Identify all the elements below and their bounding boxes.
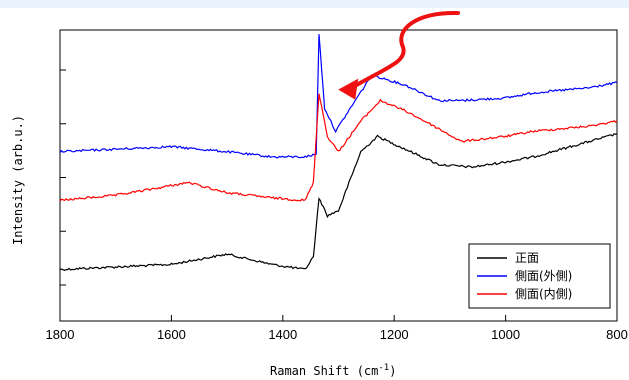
y-axis-ticks (60, 69, 66, 286)
x-tick-label: 1000 (491, 327, 520, 342)
y-axis-label: Intensity (arb.u.) (11, 115, 25, 245)
series-line-1 (59, 34, 618, 159)
series-layer (59, 34, 618, 272)
x-axis-label-sup: -1 (378, 363, 389, 373)
legend-label: 正面 (515, 251, 539, 265)
x-axis-label-main: Raman Shift (cm (270, 364, 378, 378)
x-axis-label-close: ) (389, 364, 396, 378)
legend-label: 側面(内側) (515, 287, 572, 301)
x-tick-label: 1600 (157, 327, 186, 342)
x-tick-label: 1200 (380, 327, 409, 342)
x-tick-label: 1400 (268, 327, 297, 342)
series-line-0 (59, 133, 618, 272)
plot-frame (59, 29, 618, 322)
x-tick-label: 800 (606, 327, 628, 342)
series-line-2 (59, 93, 618, 202)
annotation-arrow-shaft (348, 10, 460, 91)
x-axis-label: Raman Shift (cm-1) (270, 363, 396, 378)
top-band (0, 0, 629, 8)
annotation-arrow-head (338, 78, 359, 100)
x-tick-label: 1800 (46, 327, 75, 342)
legend-label: 側面(外側) (515, 269, 572, 283)
annotation-arrow (338, 10, 460, 100)
legend-box (468, 243, 611, 309)
x-axis-ticks: 1800 1600 1400 1200 1000 800 (46, 315, 628, 342)
